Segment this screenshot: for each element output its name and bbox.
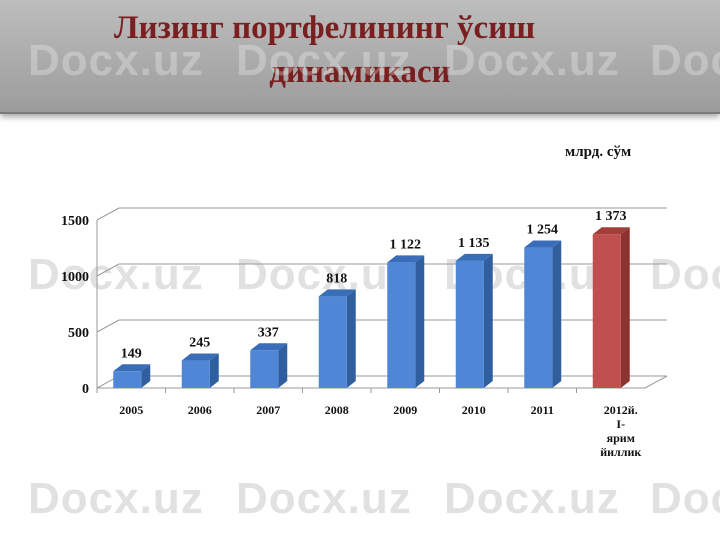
title-banner: Лизинг портфелининг ўсиш динамикаси [0, 0, 720, 114]
bar-side [346, 289, 356, 388]
bar-side [209, 353, 219, 388]
slide-title: Лизинг портфелининг ўсиш динамикаси [40, 6, 680, 94]
x-tick-label: 2007 [256, 403, 280, 417]
bar-top [113, 364, 151, 372]
data-label: 1 135 [458, 236, 490, 251]
bar-top [455, 253, 493, 261]
bar [455, 260, 484, 388]
bar [113, 371, 142, 388]
bar [524, 247, 553, 388]
bar-side [620, 227, 630, 388]
title-line-1: Лизинг портфелининг ўсиш [114, 10, 536, 46]
data-label: 1 373 [595, 209, 627, 224]
bar-side [278, 343, 288, 388]
x-tick-label: 2008 [325, 403, 349, 417]
floor-edge [644, 375, 668, 389]
x-tick-label: 2005 [119, 403, 143, 417]
x-tick-label: 2010 [462, 403, 486, 417]
bar-top [318, 289, 356, 297]
data-label: 818 [326, 271, 347, 286]
unit-label: млрд. сўм [565, 144, 632, 160]
bar [250, 350, 279, 388]
x-tick-label: 2012й. I-ярим йиллик [600, 403, 641, 459]
bar-side [141, 364, 151, 388]
x-tick-label: 2006 [188, 403, 212, 417]
x-tick-label: 2011 [531, 403, 554, 417]
bar [592, 234, 621, 388]
data-label: 1 122 [390, 237, 422, 252]
bar [318, 296, 347, 388]
gridline [96, 207, 120, 221]
bar [387, 262, 416, 388]
title-line-2: динамикаси [269, 54, 451, 90]
bar-top [250, 343, 288, 351]
bar-top [592, 227, 630, 235]
gridline [96, 319, 120, 333]
data-label: 1 254 [527, 223, 559, 238]
bar-top [524, 240, 562, 248]
y-tick-label: 1000 [61, 270, 89, 285]
data-label: 337 [258, 325, 279, 340]
data-label: 149 [121, 346, 142, 361]
bar-top [181, 353, 219, 361]
y-tick-label: 500 [68, 326, 89, 341]
gridline [96, 263, 120, 277]
x-tick-label: 2009 [393, 403, 417, 417]
bar-side [415, 255, 425, 388]
bar-top [387, 255, 425, 263]
data-label: 245 [189, 336, 210, 351]
y-tick-label: 0 [82, 382, 89, 397]
y-tick-label: 1500 [61, 214, 89, 229]
bar-side [552, 240, 562, 388]
bar-side [483, 253, 493, 388]
bar [181, 360, 210, 388]
